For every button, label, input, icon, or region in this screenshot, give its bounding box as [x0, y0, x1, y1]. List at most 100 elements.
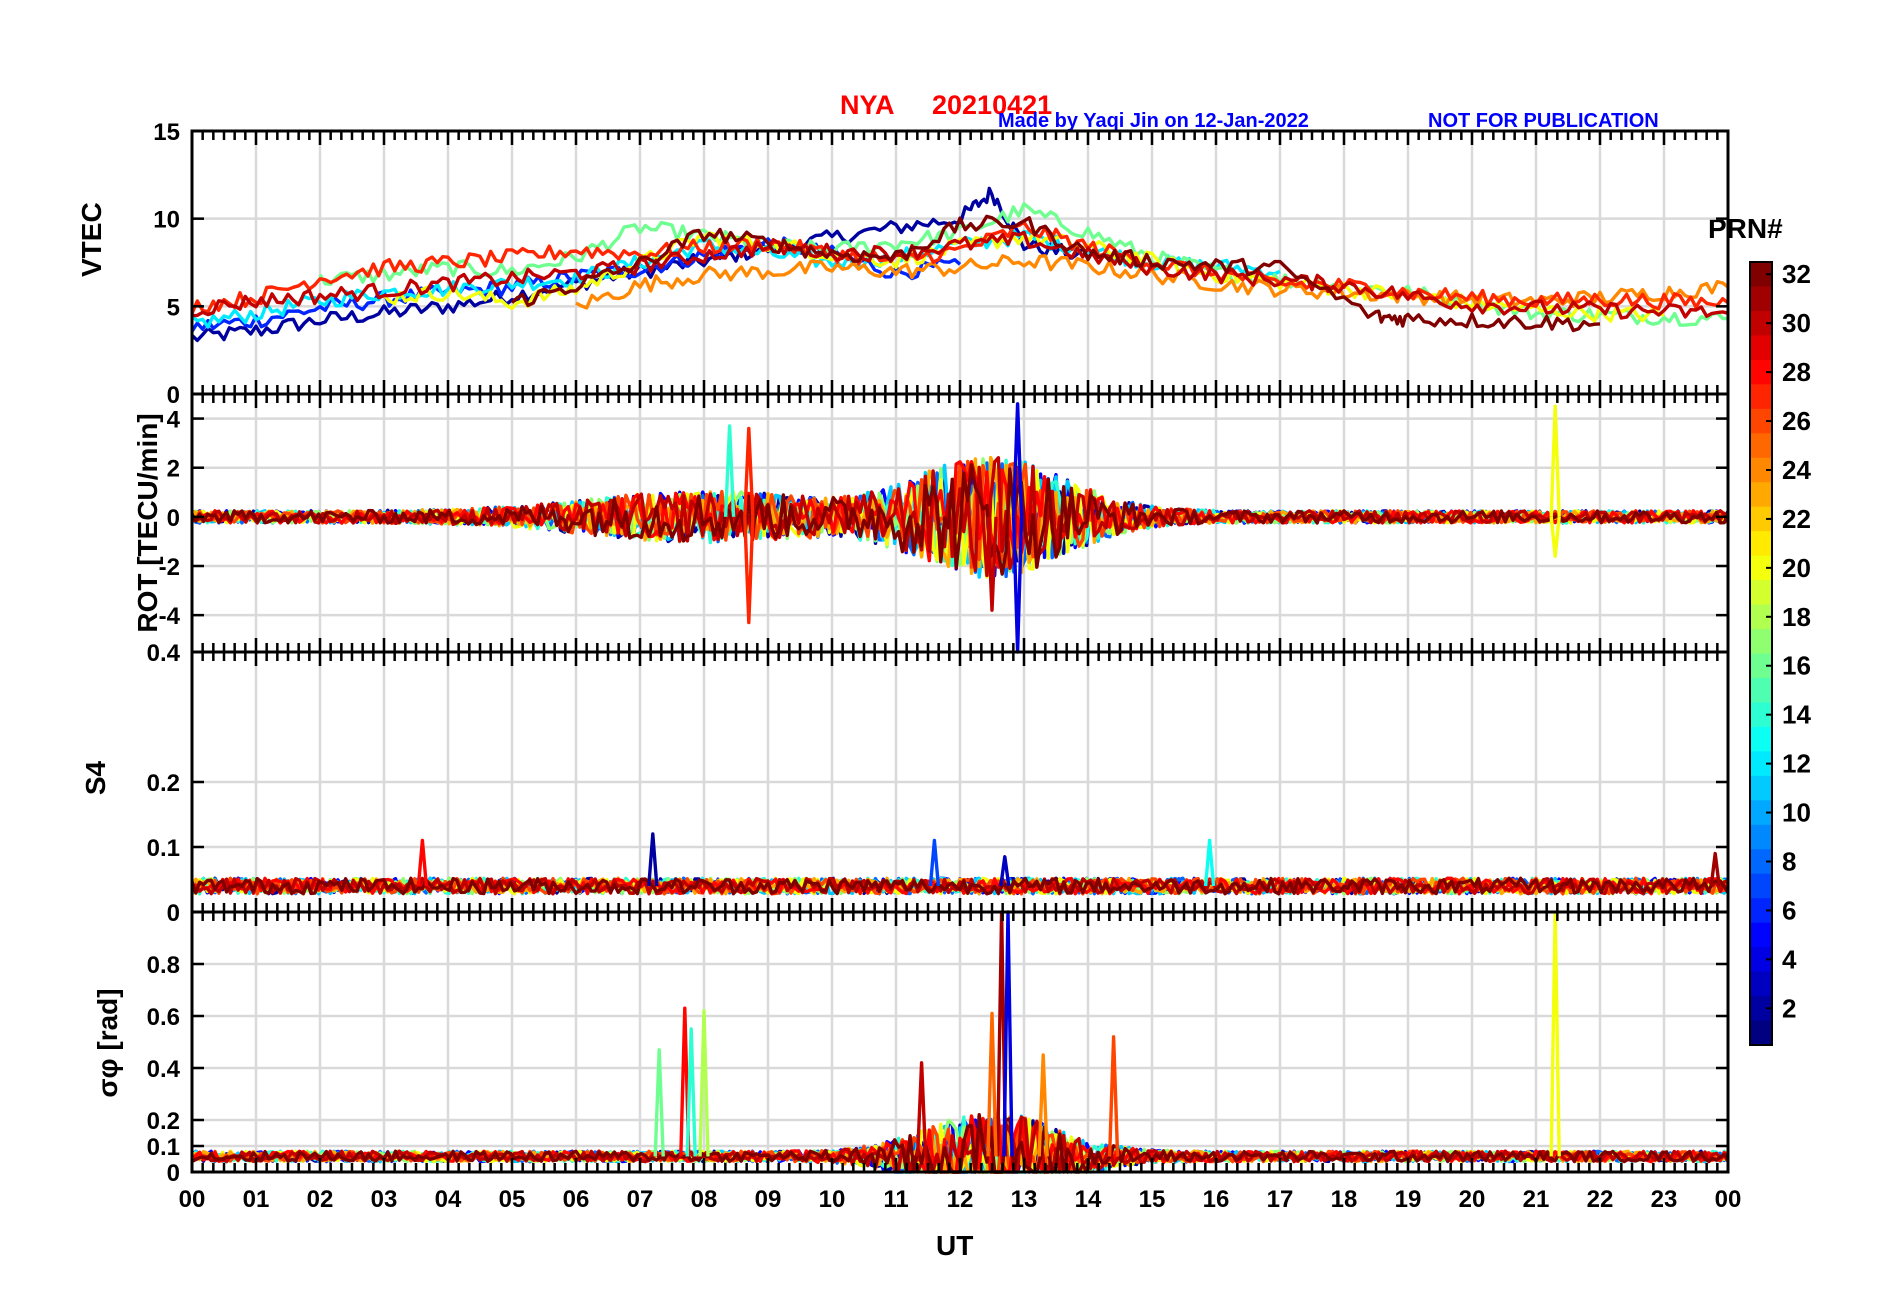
spike-prn-26: [1107, 1035, 1120, 1157]
colorbar-cell: [1750, 531, 1772, 557]
y-tick-label: -4: [159, 603, 181, 630]
y-tick-label: 15: [153, 119, 180, 146]
y-tick-label: 0.1: [147, 1134, 180, 1161]
x-tick-label: 08: [691, 1186, 718, 1213]
colorbar-cell: [1750, 286, 1772, 312]
colorbar-cell: [1750, 262, 1772, 288]
colorbar-tick-label: 32: [1782, 259, 1811, 289]
colorbar-cell: [1750, 384, 1772, 410]
x-tick-label: 03: [371, 1186, 398, 1213]
vtec-line-prn-30: [191, 230, 1729, 320]
credit-text: Made by Yaqi Jin on 12-Jan-2022: [998, 110, 1309, 132]
colorbar-cell: [1750, 629, 1772, 655]
spike-prn-30: [915, 1061, 928, 1157]
vtec-line-prn-27: [190, 220, 1730, 315]
panel-rot: [190, 392, 1730, 654]
x-tick-label: 04: [435, 1186, 462, 1213]
y-tick-label: 0.8: [147, 952, 180, 979]
colorbar-tick-label: 16: [1782, 651, 1811, 681]
y-tick-label: 0: [167, 382, 180, 409]
colorbar-cell: [1750, 677, 1772, 704]
colorbar-tick-label: 20: [1782, 553, 1811, 583]
y-tick-label: 0.4: [147, 640, 181, 667]
colorbar-cell: [1750, 849, 1772, 875]
x-tick-label: 22: [1587, 1186, 1614, 1213]
x-tick-label: 06: [563, 1186, 590, 1213]
series-group: [190, 402, 1730, 654]
colorbar-cell: [1750, 824, 1772, 850]
vtec-line-prn-32: [510, 214, 1601, 333]
colorbar-tick-label: 8: [1782, 846, 1796, 876]
colorbar-cell: [1750, 433, 1772, 459]
colorbar-cell: [1750, 555, 1772, 581]
colorbar-cell: [1750, 604, 1772, 630]
colorbar-tick-label: 26: [1782, 406, 1811, 436]
x-tick-label: 02: [307, 1186, 334, 1213]
x-tick-label: 07: [627, 1186, 654, 1213]
series-group: [190, 832, 1730, 896]
y-tick-label: 0.6: [147, 1004, 180, 1031]
colorbar-cell: [1750, 335, 1772, 361]
colorbar-cell: [1750, 971, 1772, 997]
x-tick-label: 14: [1075, 1186, 1102, 1213]
x-tick-label: 21: [1523, 1186, 1550, 1213]
spike-prn-13: [1203, 838, 1216, 887]
colorbar-cell: [1750, 873, 1772, 899]
spike-prn-3: [999, 855, 1011, 887]
spike-prn-30: [986, 516, 998, 612]
x-minor-ticks: [190, 912, 1730, 1172]
spike-prn-20: [1549, 404, 1561, 517]
x-tick-label: 00: [1715, 1186, 1742, 1213]
y-tick-label: 0.4: [147, 1056, 181, 1083]
colorbar-frame: [1749, 261, 1773, 1046]
x-tick-label: 18: [1331, 1186, 1358, 1213]
x-tick-label: 00: [179, 1186, 206, 1213]
trace-prn-32: [190, 463, 1730, 576]
panel-s4: [190, 650, 1730, 914]
x-tick-label: 17: [1267, 1186, 1294, 1213]
colorbar-cell: [1750, 922, 1772, 948]
y-tick-label: 0.1: [147, 835, 180, 862]
colorbar-tick-label: 30: [1782, 308, 1811, 338]
spike-prn-28: [416, 838, 429, 887]
spike-prn-31: [1709, 851, 1721, 887]
colorbar-cell: [1750, 1020, 1772, 1046]
colorbar-cell: [1750, 580, 1772, 606]
y-tick-label: 0: [167, 1160, 180, 1187]
colorbar-cell: [1750, 653, 1772, 679]
colorbar-tick-label: 2: [1782, 993, 1796, 1023]
x-tick-label: 13: [1011, 1186, 1038, 1213]
spike-prn-4: [1011, 402, 1024, 517]
x-tick-label: 01: [243, 1186, 270, 1213]
colorbar-tick-label: 24: [1782, 455, 1811, 485]
y-tick-label: 5: [167, 294, 180, 321]
trace-prn-30: [191, 876, 1729, 896]
colorbar-tick-label: 12: [1782, 749, 1811, 779]
colorbar-cell: [1750, 457, 1772, 483]
spike-prn-14: [685, 1027, 697, 1157]
y-tick-label: 0.2: [147, 1108, 180, 1135]
colorbar-cell: [1750, 702, 1772, 728]
trace-prn-32: [190, 876, 1730, 896]
colorbar-cell: [1750, 947, 1772, 973]
x-tick-label: 19: [1395, 1186, 1422, 1213]
spike-prn-14: [723, 424, 736, 517]
series-group: [190, 186, 1730, 343]
colorbar: [1749, 261, 1773, 1046]
x-tick-label: 23: [1651, 1186, 1678, 1213]
spike-prn-27: [743, 516, 755, 625]
x-tick-label: 05: [499, 1186, 526, 1213]
spike-prn-27: [743, 426, 755, 517]
colorbar-cell: [1750, 506, 1772, 532]
colorbar-tick-label: 6: [1782, 895, 1796, 925]
y-tick-label: -2: [159, 554, 180, 581]
x-tick-label: 20: [1459, 1186, 1486, 1213]
colorbar-cell: [1750, 726, 1772, 752]
vtec-line-prn-12: [190, 228, 1281, 329]
colorbar-cell: [1750, 775, 1772, 801]
colorbar-cell: [1750, 751, 1772, 777]
colorbar-tick-label: 14: [1782, 700, 1811, 730]
x-tick-label: 12: [947, 1186, 974, 1213]
colorbar-cell: [1750, 482, 1772, 508]
